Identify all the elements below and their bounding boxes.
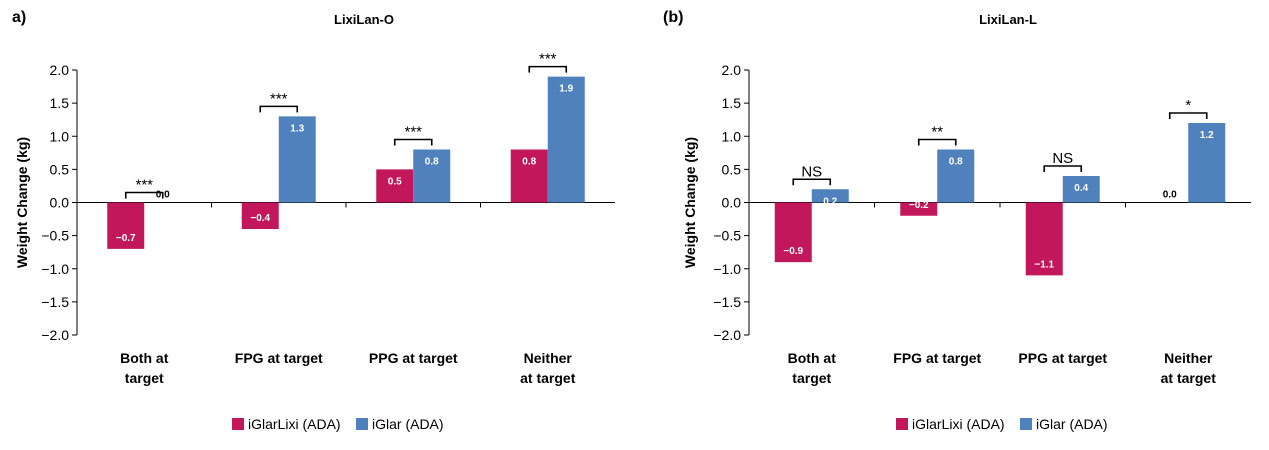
- y-tick-label: 1.5: [50, 95, 70, 111]
- bar-iglar: [547, 76, 585, 203]
- legend-swatch: [896, 418, 908, 430]
- legend-label: iGlar (ADA): [1036, 416, 1108, 432]
- bar-iglarlixi: [774, 202, 812, 263]
- x-category-label: Neither: [524, 350, 573, 366]
- bar-value-label: 0.8: [425, 157, 439, 168]
- significance-bracket: [1043, 165, 1083, 172]
- y-tick-label: 2.0: [50, 62, 70, 78]
- x-category-label: PPG at target: [369, 350, 458, 366]
- bar-iglarlixi: [1025, 202, 1063, 276]
- y-tick-label: −1.5: [713, 294, 741, 310]
- x-category-label: at target: [520, 370, 576, 386]
- significance-bracket: [528, 65, 568, 73]
- significance-bracket: [917, 138, 957, 146]
- bar-iglarlixi: [900, 202, 938, 216]
- bar-value-label: 0.8: [522, 157, 536, 168]
- x-category-label: PPG at target: [1018, 350, 1107, 366]
- panel-label: (b): [663, 9, 683, 26]
- bar-iglarlixi: [376, 169, 414, 203]
- x-category-label: FPG at target: [893, 350, 981, 366]
- significance-bracket: [259, 105, 299, 113]
- x-category-label: FPG at target: [235, 350, 323, 366]
- legend-label: iGlar (ADA): [372, 416, 444, 432]
- bar-value-label: 1.9: [559, 84, 573, 95]
- legend-swatch: [1020, 418, 1032, 430]
- bar-iglar: [1062, 176, 1100, 203]
- bar-value-label: −0.2: [909, 200, 929, 211]
- x-category-label: Both at: [120, 350, 169, 366]
- significance-marker: ***: [539, 51, 557, 68]
- significance-marker: ***: [404, 124, 422, 141]
- chart-title: LixiLan-L: [979, 12, 1037, 27]
- bar-iglarlixi: [241, 202, 279, 229]
- y-tick-label: −2.0: [713, 327, 741, 343]
- significance-bracket: [393, 138, 433, 146]
- bar-iglarlixi: [107, 202, 145, 249]
- bar-value-label: 1.3: [290, 123, 304, 134]
- significance-marker: NS: [801, 163, 822, 180]
- y-tick-label: −0.5: [41, 228, 69, 244]
- significance-marker: ***: [270, 90, 288, 107]
- bar-iglar: [278, 116, 316, 203]
- significance-bracket: [124, 191, 164, 199]
- bar-value-label: 0.4: [1074, 183, 1088, 194]
- y-tick-label: 1.0: [722, 128, 742, 144]
- y-axis-label: Weight Change (kg): [14, 137, 30, 268]
- x-category-label: target: [792, 370, 831, 386]
- legend-swatch: [232, 418, 244, 430]
- y-tick-label: −1.0: [41, 261, 69, 277]
- bar-value-label: −0.9: [783, 246, 803, 257]
- significance-bracket: [1168, 112, 1208, 119]
- panel-label: a): [12, 9, 26, 26]
- bar-value-label: −1.1: [1034, 259, 1054, 270]
- y-tick-label: 0.0: [722, 195, 742, 211]
- x-category-label: Both at: [788, 350, 837, 366]
- legend-swatch: [356, 418, 368, 430]
- y-tick-label: 2.0: [722, 62, 742, 78]
- significance-marker: *: [1185, 97, 1191, 114]
- y-tick-label: −2.0: [41, 327, 69, 343]
- bar-value-label: −0.4: [250, 213, 270, 224]
- bar-value-label: −0.7: [116, 233, 136, 244]
- bar-value-label: 0.8: [949, 157, 963, 168]
- bar-value-label: 0.5: [388, 176, 402, 187]
- bar-iglar: [937, 149, 975, 203]
- significance-marker: **: [931, 124, 943, 141]
- bar-iglar: [413, 149, 451, 203]
- bar-value-label: 1.2: [1200, 130, 1214, 141]
- chart-title: LixiLan-O: [334, 12, 394, 27]
- bar-iglar: [811, 189, 849, 203]
- legend-label: iGlarLixi (ADA): [248, 416, 341, 432]
- bar-iglarlixi: [510, 149, 548, 203]
- y-axis-label: Weight Change (kg): [682, 137, 698, 268]
- y-tick-label: 1.0: [50, 128, 70, 144]
- significance-bracket: [792, 178, 832, 186]
- bar-value-label: 0.2: [823, 196, 837, 207]
- y-tick-label: 0.5: [50, 161, 70, 177]
- bar-iglar: [1188, 123, 1226, 203]
- legend-label: iGlarLixi (ADA): [912, 416, 1005, 432]
- y-tick-label: 0.5: [722, 161, 742, 177]
- x-category-label: at target: [1161, 370, 1217, 386]
- bar-value-label: 0.0: [1163, 190, 1177, 201]
- x-category-label: target: [125, 370, 164, 386]
- y-tick-label: 0.0: [50, 195, 70, 211]
- y-tick-label: 1.5: [722, 95, 742, 111]
- significance-marker: NS: [1052, 150, 1073, 167]
- y-tick-label: −0.5: [713, 228, 741, 244]
- y-tick-label: −1.0: [713, 261, 741, 277]
- significance-marker: ***: [135, 177, 153, 194]
- y-tick-label: −1.5: [41, 294, 69, 310]
- x-category-label: Neither: [1164, 350, 1213, 366]
